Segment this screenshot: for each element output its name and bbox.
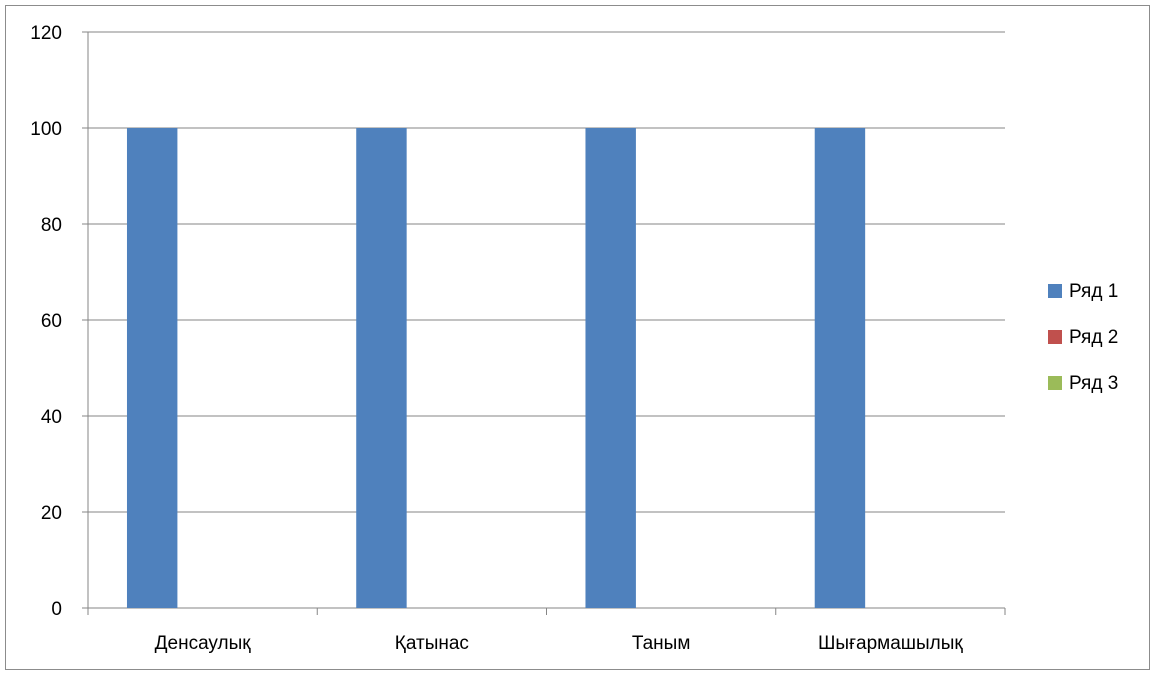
y-tick-label: 40 <box>41 407 62 428</box>
x-tick-label: Таным <box>632 633 691 654</box>
x-tick-labels: Денсаулық Қатынас Таным Шығармашылық <box>155 633 964 654</box>
legend-label-2: Ряд 2 <box>1069 327 1118 348</box>
y-tick-label: 80 <box>41 215 62 236</box>
y-tick-label: 120 <box>30 23 62 44</box>
legend-label-3: Ряд 3 <box>1069 373 1118 394</box>
bar-1-4 <box>814 128 866 608</box>
y-tick-label: 0 <box>51 599 62 620</box>
x-tick-label: Қатынас <box>395 633 469 654</box>
y-tick-label: 20 <box>41 503 62 524</box>
gridlines <box>88 31 1005 513</box>
bar-1-2 <box>356 128 407 608</box>
y-tick-label: 100 <box>30 119 62 140</box>
legend-swatch-2 <box>1048 330 1062 344</box>
legend: Ряд 1 Ряд 2 Ряд 3 <box>1048 281 1118 394</box>
axes <box>82 31 1006 615</box>
chart-frame <box>5 5 1150 670</box>
x-tick-label: Денсаулық <box>155 633 252 654</box>
y-tick-label: 60 <box>41 311 62 332</box>
bar-1-1 <box>126 128 178 608</box>
bar-1-3 <box>585 128 636 608</box>
legend-swatch-3 <box>1048 376 1062 390</box>
legend-label-1: Ряд 1 <box>1069 281 1118 302</box>
y-tick-labels: 0 20 40 60 80 100 120 <box>30 23 62 620</box>
x-tick-label: Шығармашылық <box>818 633 963 654</box>
bars <box>126 128 866 608</box>
legend-swatch-1 <box>1048 284 1062 298</box>
